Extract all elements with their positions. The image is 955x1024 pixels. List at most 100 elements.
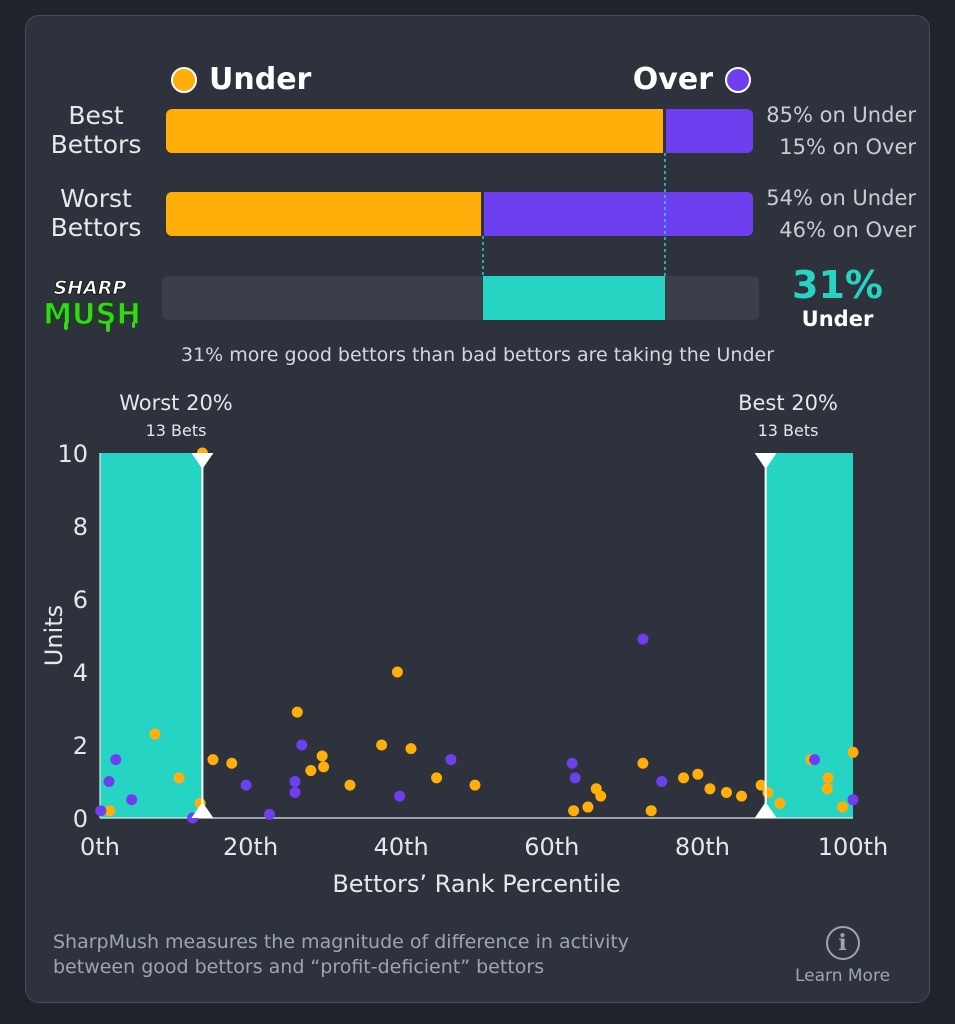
- over-point: [394, 790, 406, 802]
- sharpmush-track: [162, 276, 759, 320]
- best-cutoff-bottom-marker: [754, 802, 777, 818]
- under-point: [316, 750, 328, 762]
- x-tick-label: 80th: [675, 833, 730, 861]
- over-point: [445, 754, 457, 766]
- under-point: [595, 790, 607, 802]
- under-point: [405, 743, 417, 755]
- under-point: [391, 666, 403, 678]
- worst-under-pct: 54% on Under: [766, 186, 916, 210]
- footnote-line1: SharpMush measures the magnitude of diff…: [53, 931, 630, 953]
- bar-connectors: [482, 153, 666, 276]
- x-tick-label: 0th: [80, 833, 120, 861]
- under-point: [821, 783, 833, 795]
- under-point: [376, 739, 388, 751]
- sharpmush-logo: SHARP MUSH: [43, 277, 141, 332]
- over-point: [95, 805, 107, 817]
- worst-bettors-label: Worst Bettors: [36, 184, 156, 242]
- over-point: [289, 776, 301, 787]
- under-point: [774, 797, 786, 809]
- under-point: [847, 746, 859, 758]
- sharpmush-difference-bar: [482, 276, 665, 320]
- over-point: [847, 794, 859, 806]
- worst-bettors-label-line1: Worst: [60, 184, 132, 213]
- x-tick-label: 100th: [818, 833, 888, 861]
- y-axis-label: Units: [40, 605, 68, 666]
- under-point: [720, 786, 732, 798]
- over-point: [569, 772, 581, 784]
- under-legend-label: Under: [209, 62, 312, 97]
- worst-zone-subtitle: 13 Bets: [146, 421, 207, 440]
- best-over-bar: [666, 109, 753, 153]
- under-point: [762, 786, 774, 798]
- y-tick-label: 0: [73, 805, 88, 833]
- best-bettors-label-line2: Bettors: [50, 130, 142, 159]
- worst-cutoff-bottom-marker: [191, 802, 214, 818]
- best-bettors-label: Best Bettors: [36, 101, 156, 159]
- x-tick-label: 40th: [374, 833, 429, 861]
- over-point: [566, 757, 578, 769]
- learn-more-button[interactable]: i Learn More: [785, 926, 900, 986]
- over-point: [263, 808, 275, 820]
- under-point: [645, 805, 657, 817]
- svg-text:MUSH: MUSH: [43, 297, 141, 331]
- under-point: [305, 765, 317, 777]
- y-tick-label: 2: [73, 732, 88, 760]
- worst-over-bar: [484, 192, 753, 236]
- svg-text:SHARP: SHARP: [54, 277, 127, 299]
- under-point: [736, 790, 748, 802]
- x-axis-label: Bettors’ Rank Percentile: [332, 870, 620, 898]
- under-point: [344, 779, 356, 791]
- over-point: [103, 776, 115, 787]
- under-point: [469, 779, 481, 791]
- best-zone-title: Best 20%: [738, 391, 838, 415]
- best-pct-text: 85% on Under 15% on Over: [766, 99, 916, 163]
- under-point: [692, 768, 704, 780]
- over-point: [240, 779, 252, 791]
- y-tick-label: 10: [57, 440, 88, 468]
- under-point: [431, 772, 443, 784]
- over-point: [637, 633, 649, 645]
- worst-over-pct: 46% on Over: [779, 218, 916, 242]
- under-point: [637, 757, 649, 769]
- over-point: [656, 776, 668, 787]
- under-point: [291, 706, 303, 718]
- y-tick-label: 8: [73, 513, 88, 541]
- under-point: [822, 772, 834, 784]
- worst-zone-title: Worst 20%: [119, 391, 233, 415]
- best-cutoff-top-marker: [754, 453, 777, 469]
- under-point: [704, 783, 716, 795]
- best-under-pct: 85% on Under: [766, 103, 916, 127]
- under-point: [149, 728, 161, 740]
- under-point: [318, 761, 330, 773]
- over-legend-dot: [725, 67, 751, 93]
- sharpmush-value: 31%: [792, 263, 883, 307]
- best-bettors-label-line1: Best: [68, 101, 124, 130]
- under-legend-dot: [171, 67, 197, 93]
- under-point: [568, 805, 580, 817]
- over-point: [809, 754, 821, 766]
- under-point: [226, 757, 238, 769]
- best-zone-subtitle: 13 Bets: [758, 421, 819, 440]
- worst-bettors-label-line2: Bettors: [50, 213, 142, 242]
- y-tick-label: 6: [73, 586, 88, 614]
- under-point: [582, 801, 594, 813]
- worst-cutoff-top-marker: [191, 453, 214, 469]
- worst-pct-text: 54% on Under 46% on Over: [766, 182, 916, 246]
- y-tick-label: 4: [73, 659, 88, 687]
- under-point: [836, 801, 848, 813]
- worst-under-bar: [166, 192, 482, 236]
- under-point: [173, 772, 185, 784]
- under-point: [678, 772, 690, 784]
- learn-more-label: Learn More: [794, 966, 891, 986]
- sharpmush-side: Under: [801, 307, 874, 331]
- over-legend-label: Over: [632, 62, 713, 97]
- info-icon: i: [825, 926, 860, 960]
- x-tick-label: 20th: [223, 833, 278, 861]
- x-tick-label: 60th: [524, 833, 579, 861]
- under-point: [755, 779, 767, 791]
- footnote-line2: between good bettors and “profit-deficie…: [53, 956, 545, 978]
- over-point: [289, 786, 301, 798]
- best-over-pct: 15% on Over: [779, 135, 916, 159]
- footnote: SharpMush measures the magnitude of diff…: [53, 930, 629, 980]
